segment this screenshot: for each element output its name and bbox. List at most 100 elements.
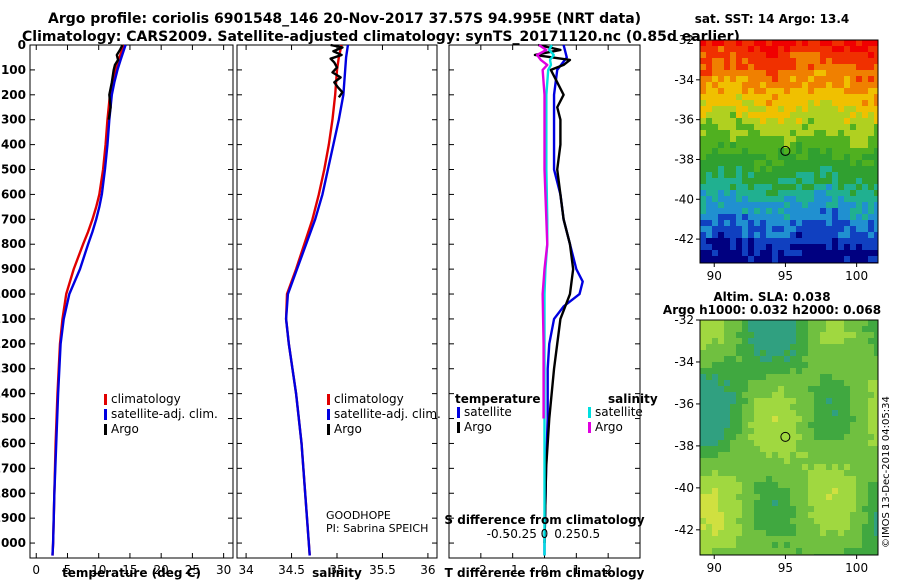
map-cell xyxy=(778,542,784,548)
map-cell xyxy=(856,548,862,554)
map-cell xyxy=(712,446,718,452)
map-cell xyxy=(766,238,772,244)
map-cell xyxy=(724,70,730,76)
map-cell xyxy=(862,76,868,82)
map-cell xyxy=(700,136,706,142)
map-cell xyxy=(844,368,850,374)
map-cell xyxy=(874,368,878,374)
map-cell xyxy=(712,536,718,542)
map-cell xyxy=(772,226,778,232)
map-cell xyxy=(712,40,718,46)
map-cell xyxy=(796,88,802,94)
map-cell xyxy=(814,148,820,154)
map-cell xyxy=(784,542,790,548)
map-cell xyxy=(742,500,748,506)
map-cell xyxy=(862,464,868,470)
map-cell xyxy=(844,506,850,512)
map-cell xyxy=(736,82,742,88)
map-cell xyxy=(844,452,850,458)
map-cell xyxy=(784,422,790,428)
map-cell xyxy=(742,232,748,238)
map-cell xyxy=(808,178,814,184)
map-cell xyxy=(736,530,742,536)
map-cell xyxy=(730,58,736,64)
map-cell xyxy=(766,106,772,112)
map-cell xyxy=(820,250,826,256)
map-cell xyxy=(784,452,790,458)
map-cell xyxy=(856,392,862,398)
map-cell xyxy=(820,398,826,404)
map-cell xyxy=(790,40,796,46)
map-cell xyxy=(814,130,820,136)
map-cell xyxy=(838,220,844,226)
map-cell xyxy=(844,160,850,166)
map-cell xyxy=(796,124,802,130)
map-cell xyxy=(820,136,826,142)
map-cell xyxy=(718,350,724,356)
map-cell xyxy=(814,434,820,440)
map-cell xyxy=(874,446,878,452)
map-cell xyxy=(724,362,730,368)
map-cell xyxy=(874,362,878,368)
map-cell xyxy=(730,362,736,368)
map-cell xyxy=(730,518,736,524)
map-cell xyxy=(742,112,748,118)
map-cell xyxy=(838,500,844,506)
map-cell xyxy=(700,464,706,470)
map-cell xyxy=(790,416,796,422)
map-cell xyxy=(832,46,838,52)
map-cell xyxy=(808,100,814,106)
map-cell xyxy=(856,458,862,464)
map-cell xyxy=(874,214,878,220)
map-cell xyxy=(736,350,742,356)
map-cell xyxy=(790,76,796,82)
map-cell xyxy=(796,380,802,386)
map-cell xyxy=(838,124,844,130)
map-cell xyxy=(700,446,706,452)
map-cell xyxy=(808,434,814,440)
map-cell xyxy=(868,470,874,476)
map-cell xyxy=(826,40,832,46)
map-cell xyxy=(802,178,808,184)
map-cell xyxy=(748,362,754,368)
map-cell xyxy=(826,332,832,338)
map-cell xyxy=(784,398,790,404)
map-cell xyxy=(742,380,748,386)
map-cell xyxy=(826,350,832,356)
map-cell xyxy=(766,332,772,338)
map-cell xyxy=(814,482,820,488)
map-cell xyxy=(736,172,742,178)
map-cell xyxy=(700,250,706,256)
map-cell xyxy=(796,190,802,196)
sst_map-image xyxy=(700,40,878,263)
map-cell xyxy=(808,404,814,410)
map-cell xyxy=(874,404,878,410)
map-cell xyxy=(868,244,874,250)
map-cell xyxy=(874,202,878,208)
map-cell xyxy=(802,250,808,256)
map-cell xyxy=(874,440,878,446)
map-cell xyxy=(742,458,748,464)
map-cell xyxy=(820,344,826,350)
map-cell xyxy=(742,488,748,494)
map-cell xyxy=(712,380,718,386)
map-cell xyxy=(778,226,784,232)
map-cell xyxy=(724,52,730,58)
map-cell xyxy=(784,76,790,82)
map-cell xyxy=(706,428,712,434)
panel-frame-temperature xyxy=(29,44,234,559)
map-cell xyxy=(862,368,868,374)
map-cell xyxy=(730,154,736,160)
map-cell xyxy=(844,500,850,506)
map-cell xyxy=(874,434,878,440)
map-cell xyxy=(754,106,760,112)
map-cell xyxy=(760,320,766,326)
map-cell xyxy=(784,148,790,154)
map-cell xyxy=(790,410,796,416)
map-cell xyxy=(796,398,802,404)
map-cell xyxy=(760,70,766,76)
map-cell xyxy=(700,392,706,398)
map-cell xyxy=(778,154,784,160)
map-cell xyxy=(784,350,790,356)
map-cell xyxy=(808,524,814,530)
